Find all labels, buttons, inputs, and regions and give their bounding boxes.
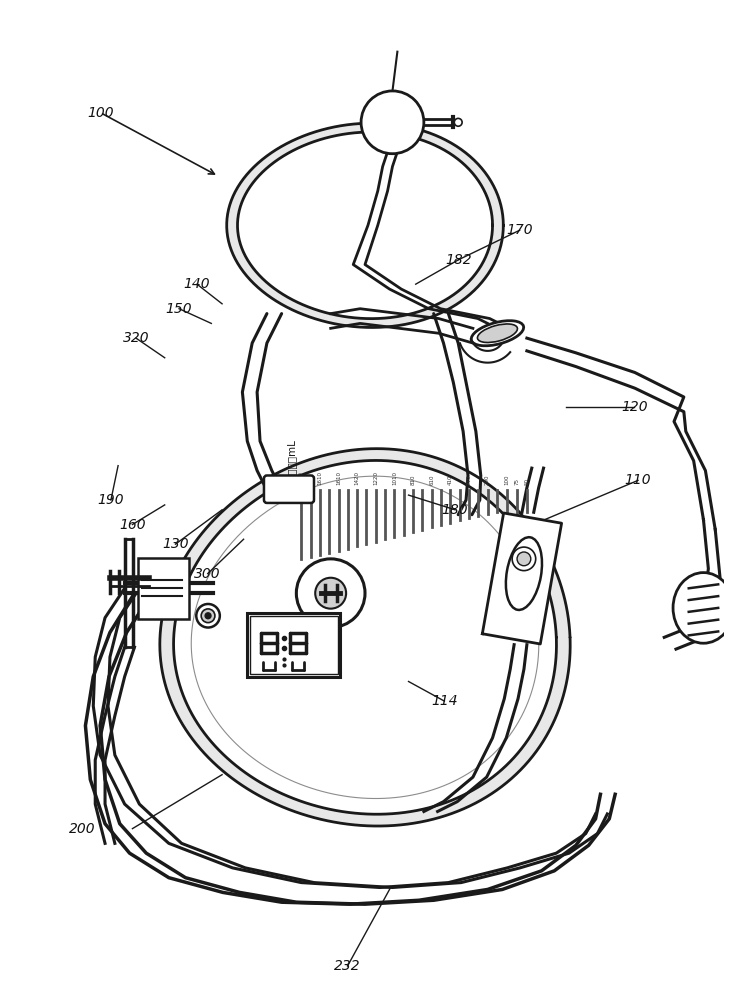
Text: 100: 100 [87, 106, 113, 120]
Polygon shape [160, 449, 570, 826]
Circle shape [517, 552, 531, 566]
Polygon shape [482, 513, 561, 644]
Text: 300: 300 [194, 567, 221, 581]
Circle shape [201, 609, 215, 623]
Text: 160: 160 [119, 518, 145, 532]
Text: 410: 410 [448, 475, 453, 485]
Polygon shape [227, 123, 504, 327]
Text: 100: 100 [504, 475, 510, 485]
Text: 140: 140 [183, 277, 211, 291]
Polygon shape [243, 314, 287, 500]
Text: 50: 50 [524, 478, 529, 485]
Text: 120: 120 [621, 400, 648, 414]
Text: 1610: 1610 [317, 471, 322, 485]
Text: 75: 75 [515, 478, 520, 485]
FancyBboxPatch shape [138, 558, 189, 619]
Text: 180: 180 [442, 503, 469, 517]
Text: 320: 320 [123, 331, 149, 345]
Ellipse shape [673, 573, 731, 643]
Polygon shape [173, 460, 556, 814]
Text: 200: 200 [69, 822, 96, 836]
Text: 232: 232 [334, 959, 361, 973]
FancyBboxPatch shape [247, 613, 341, 677]
FancyBboxPatch shape [264, 475, 314, 503]
Ellipse shape [471, 321, 523, 346]
Text: 1420: 1420 [355, 471, 360, 485]
Text: 130: 130 [162, 537, 189, 551]
Circle shape [205, 613, 211, 619]
Text: 近似体积mL: 近似体积mL [287, 440, 297, 480]
Text: 610: 610 [429, 475, 434, 485]
Text: 1010: 1010 [392, 471, 397, 485]
Circle shape [197, 604, 220, 628]
Ellipse shape [506, 537, 542, 610]
Circle shape [512, 547, 536, 571]
Text: 182: 182 [445, 253, 472, 267]
Text: 210: 210 [466, 475, 471, 485]
FancyBboxPatch shape [250, 616, 338, 674]
Polygon shape [433, 314, 481, 515]
Text: 150: 150 [166, 302, 192, 316]
Text: 1610: 1610 [336, 471, 341, 485]
Text: 190: 190 [98, 493, 124, 507]
Text: 110: 110 [625, 473, 651, 487]
Polygon shape [238, 132, 493, 319]
Circle shape [296, 559, 365, 628]
Text: 1220: 1220 [374, 471, 379, 485]
Circle shape [454, 118, 462, 126]
Text: 170: 170 [507, 223, 533, 237]
Text: 200: 200 [485, 475, 490, 485]
Text: 2010: 2010 [299, 471, 304, 485]
Circle shape [361, 91, 424, 154]
Text: 810: 810 [411, 475, 416, 485]
Ellipse shape [477, 324, 518, 342]
Circle shape [315, 578, 346, 609]
Text: 114: 114 [431, 694, 458, 708]
